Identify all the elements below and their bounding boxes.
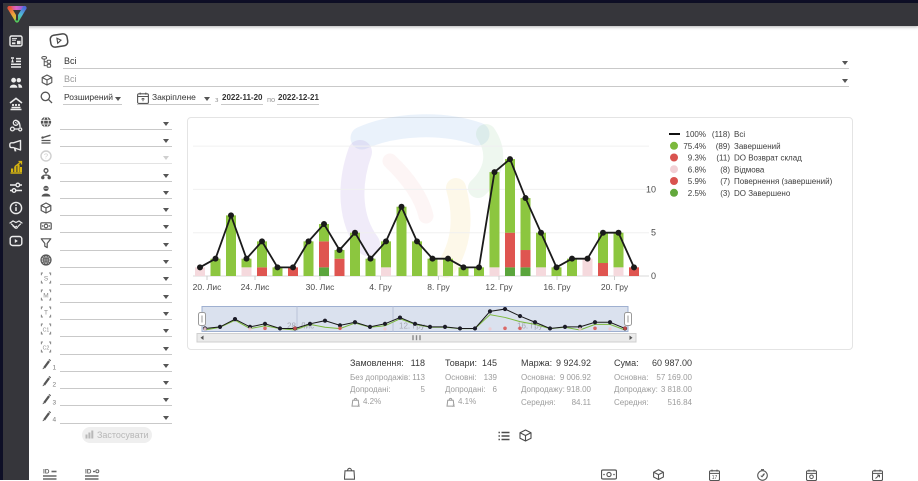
svg-text:6.8%: 6.8% [688, 166, 706, 175]
svg-text:(11): (11) [716, 154, 730, 163]
svg-text:2.5%: 2.5% [688, 189, 706, 198]
svg-text:4: 4 [53, 416, 57, 422]
svg-text:ID: ID [43, 469, 50, 476]
svg-text:ID: ID [85, 469, 92, 476]
svg-text:100%: 100% [686, 130, 706, 139]
svg-text:5.9%: 5.9% [688, 177, 706, 186]
svg-text:DO Возврат склад: DO Возврат склад [734, 154, 802, 163]
svg-text:?: ? [44, 152, 48, 161]
svg-text:4. Гру: 4. Гру [369, 282, 392, 292]
svg-text:5: 5 [651, 228, 656, 238]
svg-text:(118): (118) [712, 130, 730, 139]
svg-text:9.3%: 9.3% [688, 154, 706, 163]
svg-text:Повернення (завершений): Повернення (завершений) [734, 177, 833, 186]
svg-text:1: 1 [53, 365, 57, 371]
svg-text:T: T [44, 309, 48, 316]
svg-text:16. Гру: 16. Гру [543, 282, 571, 292]
svg-text:16. Гру: 16. Гру [517, 322, 543, 331]
svg-text:17: 17 [712, 475, 718, 481]
svg-text:x: x [453, 403, 456, 408]
svg-text:DO Завершено: DO Завершено [734, 189, 791, 198]
svg-text:Всі: Всі [734, 130, 745, 139]
svg-text:C2: C2 [43, 345, 50, 351]
svg-text:30. Лис: 30. Лис [306, 282, 336, 292]
svg-text:8. Гру: 8. Гру [427, 282, 450, 292]
svg-text:10: 10 [646, 184, 656, 194]
svg-text:x: x [358, 403, 361, 408]
svg-text:M: M [43, 292, 48, 299]
svg-text:2: 2 [53, 382, 57, 388]
svg-text:(8): (8) [720, 166, 730, 175]
svg-text:28. Лис: 28. Лис [287, 322, 314, 331]
svg-text:(89): (89) [716, 142, 731, 151]
svg-text:(7): (7) [720, 177, 730, 186]
svg-text:Завершений: Завершений [734, 142, 781, 151]
svg-text:12. Гру: 12. Гру [399, 322, 425, 331]
svg-text:20. Гру: 20. Гру [601, 282, 629, 292]
svg-text:Відмова: Відмова [734, 166, 765, 175]
svg-text:75.4%: 75.4% [683, 142, 706, 151]
svg-text:24. Лис: 24. Лис [241, 282, 271, 292]
svg-text:12. Гру: 12. Гру [485, 282, 513, 292]
svg-text:S: S [44, 275, 49, 282]
svg-text:3: 3 [53, 399, 57, 405]
svg-text:20. Лис: 20. Лис [193, 282, 223, 292]
svg-text:C1: C1 [43, 328, 50, 334]
svg-text:(3): (3) [720, 189, 730, 198]
svg-text:0: 0 [651, 271, 656, 281]
